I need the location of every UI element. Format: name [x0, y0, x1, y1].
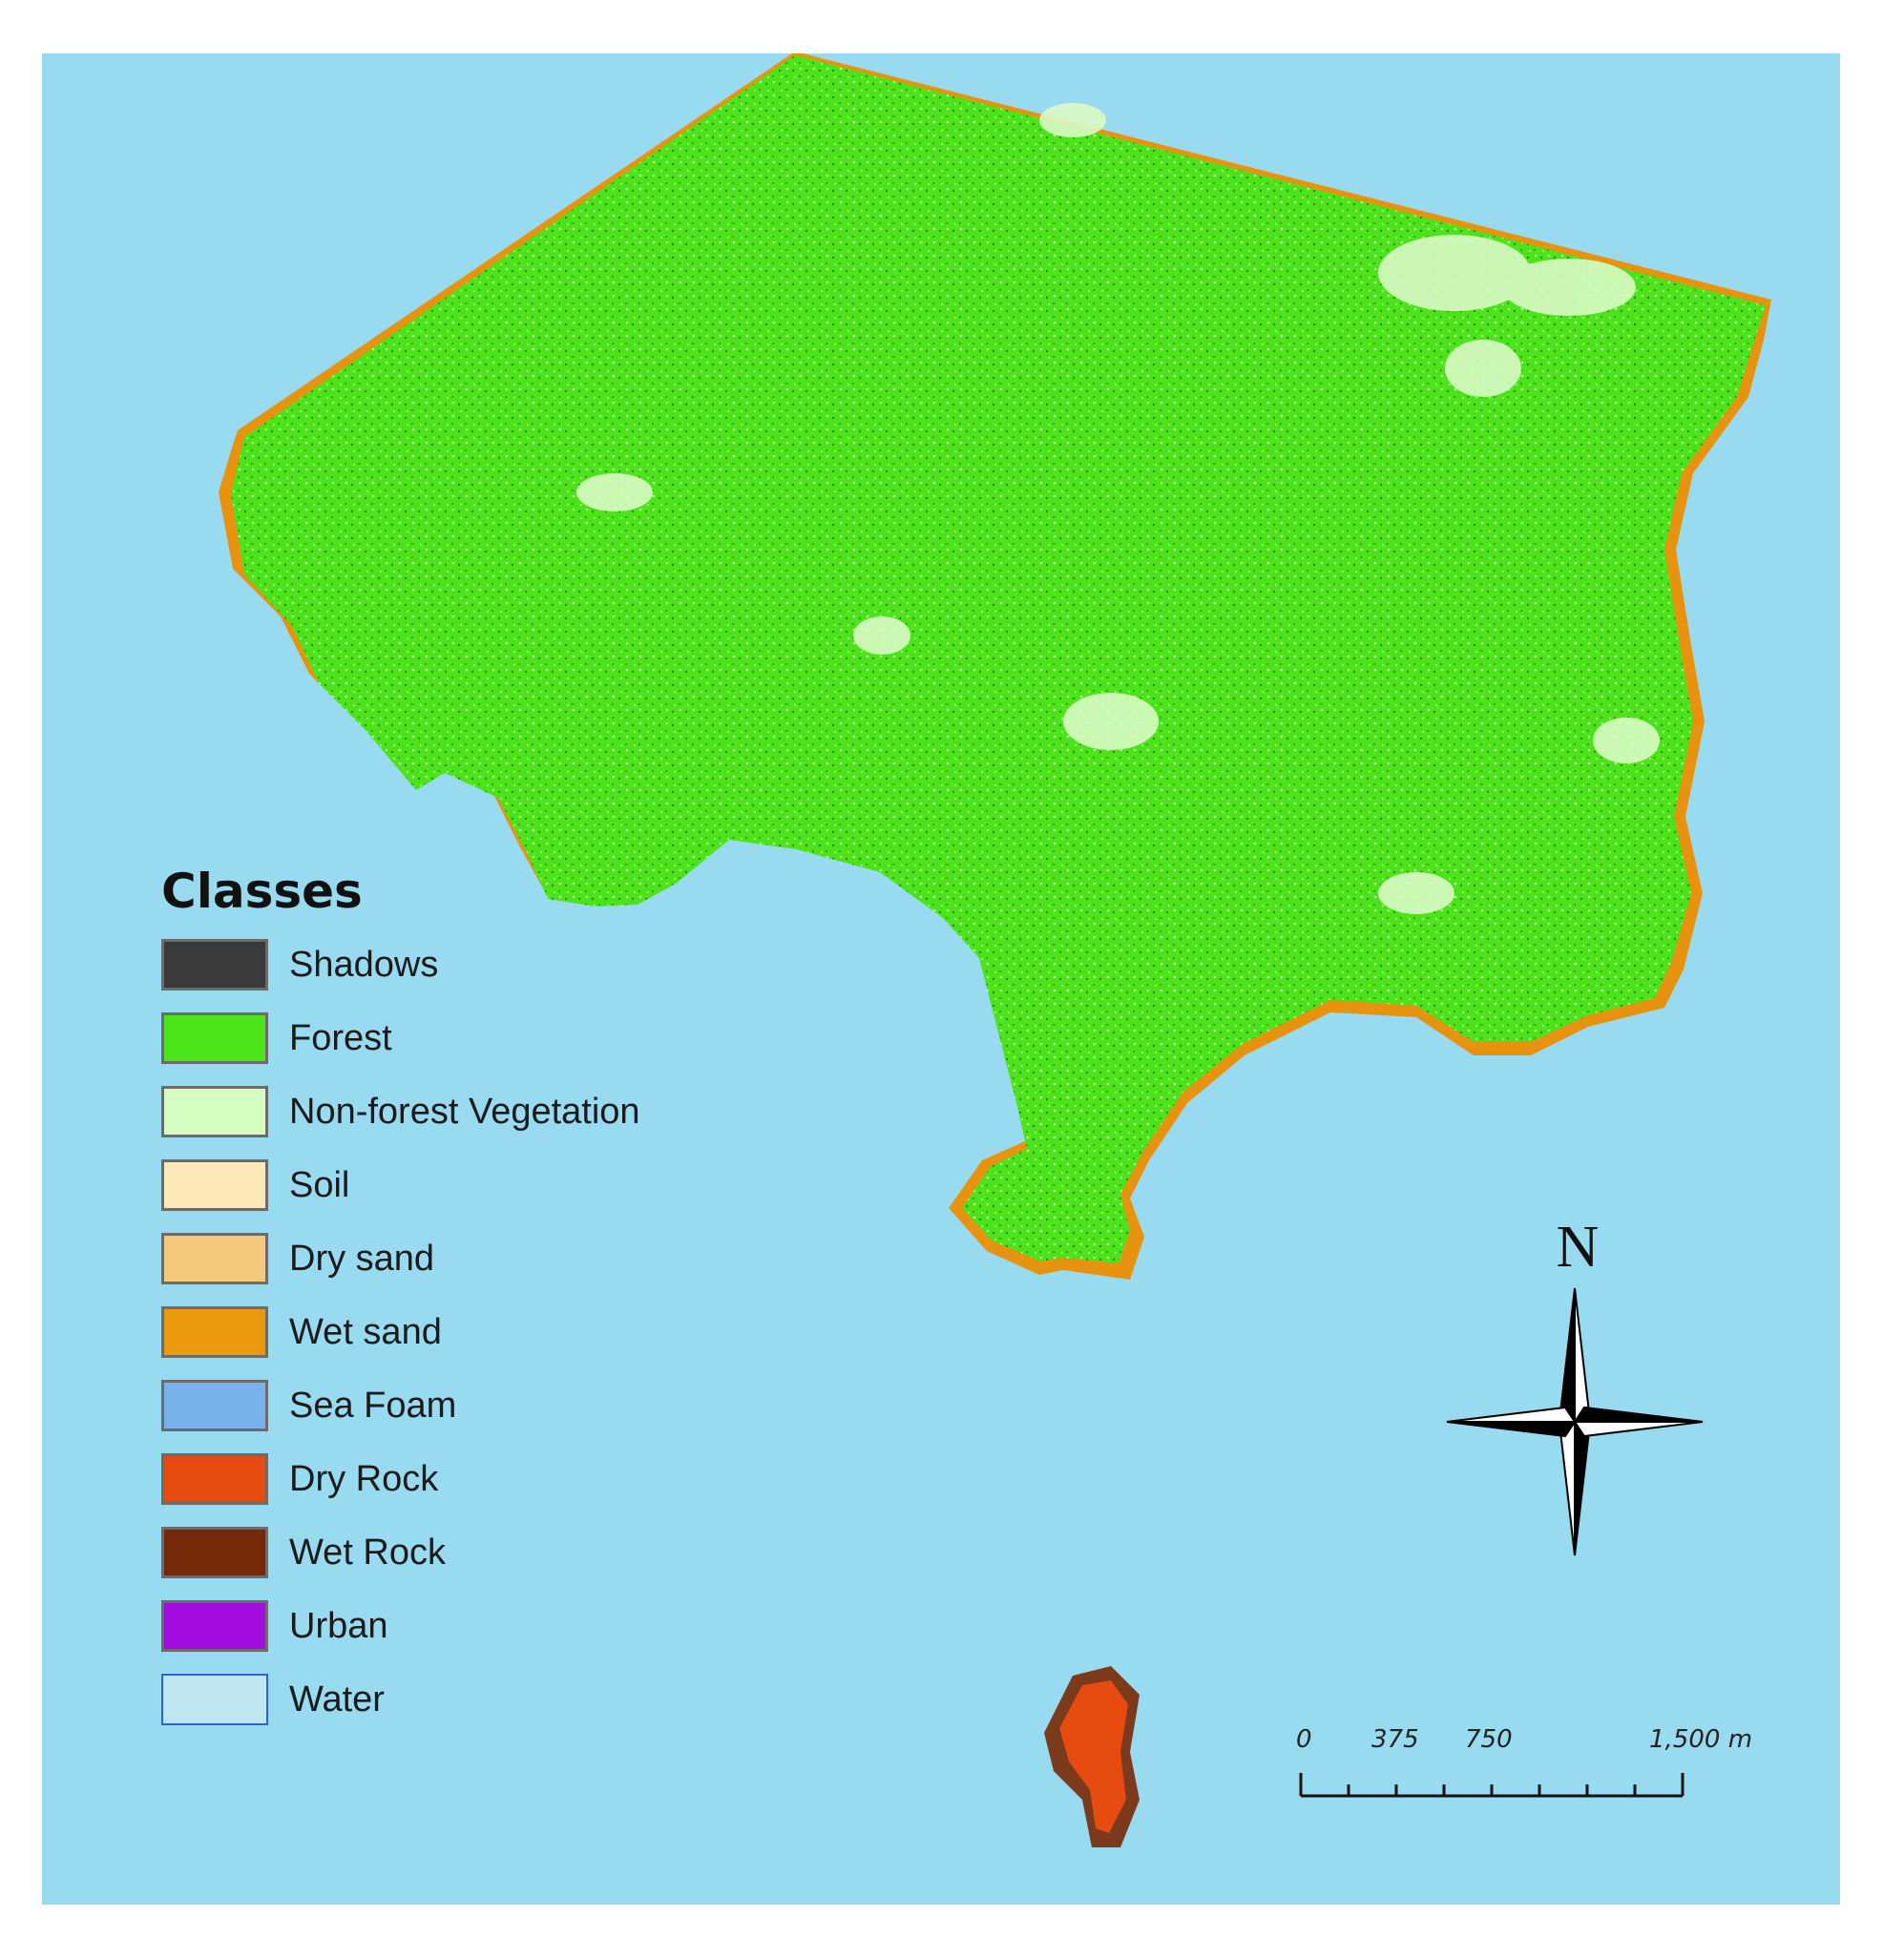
scale-tick-label: 375 [1371, 1725, 1419, 1754]
legend-label: Dry sand [289, 1239, 435, 1279]
scale-bar [1299, 1773, 1684, 1798]
legend-swatch [161, 1527, 268, 1578]
legend-label: Wet Rock [289, 1533, 447, 1573]
legend-label: Shadows [289, 945, 439, 985]
legend-label: Soil [289, 1165, 350, 1205]
legend-label: Water [289, 1679, 385, 1720]
legend-label: Dry Rock [289, 1459, 439, 1499]
north-arrow-compass-icon [1446, 1287, 1704, 1556]
north-label: N [1556, 1215, 1600, 1280]
legend-swatch [161, 1380, 268, 1431]
scale-tick-label: 1,500 m [1649, 1725, 1753, 1754]
legend-swatch [161, 1012, 268, 1064]
legend-label: Forest [289, 1018, 392, 1058]
legend-swatch [161, 1086, 268, 1137]
map-frame[interactable] [42, 53, 1840, 1905]
rocky-islet [1044, 1666, 1140, 1847]
legend-label: Wet sand [289, 1312, 442, 1352]
legend-label: Sea Foam [289, 1386, 457, 1426]
legend-swatch [161, 1306, 268, 1358]
legend: Classes Shadows Forest Non-forest Vegetati… [161, 863, 640, 1725]
legend-label: Non-forest Vegetation [289, 1092, 640, 1132]
legend-swatch [161, 1453, 268, 1505]
forest-texture [231, 55, 1766, 1263]
legend-swatch [161, 1233, 268, 1284]
legend-swatch [161, 939, 268, 990]
legend-swatch [161, 1600, 268, 1652]
scale-tick-label: 0 [1296, 1725, 1312, 1754]
scale-tick-label: 750 [1465, 1725, 1513, 1754]
legend-title: Classes [161, 864, 363, 919]
legend-label: Urban [289, 1606, 388, 1646]
legend-swatch [161, 1674, 268, 1725]
non-forest-patches [576, 103, 1660, 914]
legend-swatch [161, 1159, 268, 1211]
classification-map [219, 53, 1771, 1847]
